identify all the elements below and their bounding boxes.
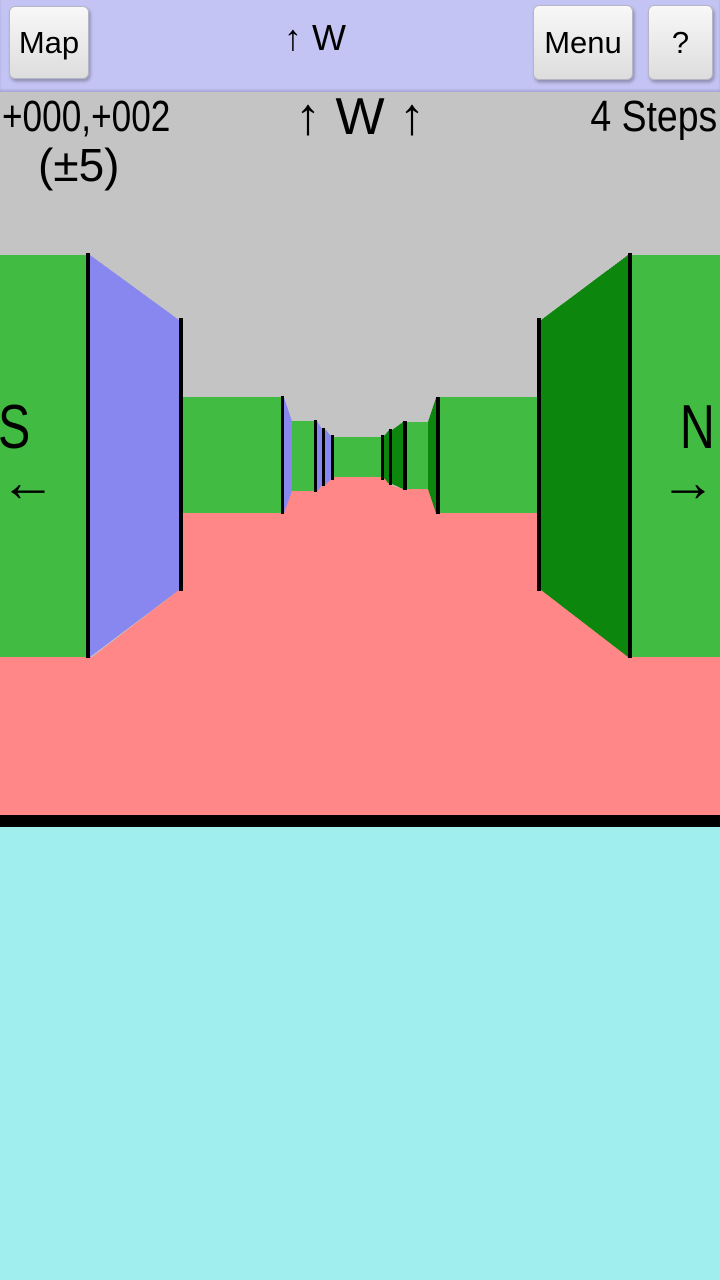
left-front-wall-mid [183,397,281,513]
scene-viewport[interactable]: +000,+002 (±5) ↑ W ↑ 4 Steps S ← N → [0,92,720,815]
menu-button[interactable]: Menu [533,5,633,80]
header-direction-indicator: ↑ W [284,17,346,58]
right-side-wall-farthest [384,430,389,484]
right-side-wall-near [541,255,628,657]
left-side-wall-mid [284,397,292,513]
right-side-wall-mid [428,398,436,513]
facing-direction-text: ↑ W ↑ [295,92,425,146]
end-wall [334,437,381,477]
left-wall-edge-6 [331,435,334,480]
steps-counter: 4 Steps [590,92,717,141]
left-wall-edge-2 [179,318,183,591]
south-label: S [0,393,31,462]
left-side-wall-far [317,421,322,492]
right-wall-edge-5 [389,429,392,485]
left-wall-edge-1 [86,253,90,658]
left-side-wall-near [90,255,179,657]
scene-svg [0,253,720,815]
divider-line [0,815,720,827]
left-front-wall-near [0,255,86,657]
map-button[interactable]: Map [9,6,89,79]
right-side-wall-far [392,422,403,489]
touch-control-area[interactable] [0,827,720,1280]
right-wall-edge-2 [537,318,541,591]
help-button[interactable]: ? [648,5,713,80]
header-bar: Map ↑ W Menu ? [0,0,720,92]
left-side-wall-farthest [325,429,331,485]
accuracy-text: (±5) [38,139,120,191]
left-wall-edge-3 [281,396,284,514]
right-front-wall-mid [440,397,537,513]
north-arrow-icon: → [660,450,716,513]
right-wall-edge-1 [628,253,632,658]
right-front-wall-far [407,422,428,489]
floor [0,477,720,815]
right-wall-edge-3 [436,397,440,514]
coordinates-text: +000,+002 [2,92,171,141]
right-wall-edge-4 [403,421,407,490]
south-arrow-icon: ← [0,450,56,513]
north-label: N [680,393,715,462]
left-front-wall-far [292,421,314,491]
right-front-wall-near [632,255,720,657]
right-wall-edge-6 [381,435,384,480]
left-wall-edge-5 [322,428,325,486]
left-wall-edge-4 [314,420,317,492]
